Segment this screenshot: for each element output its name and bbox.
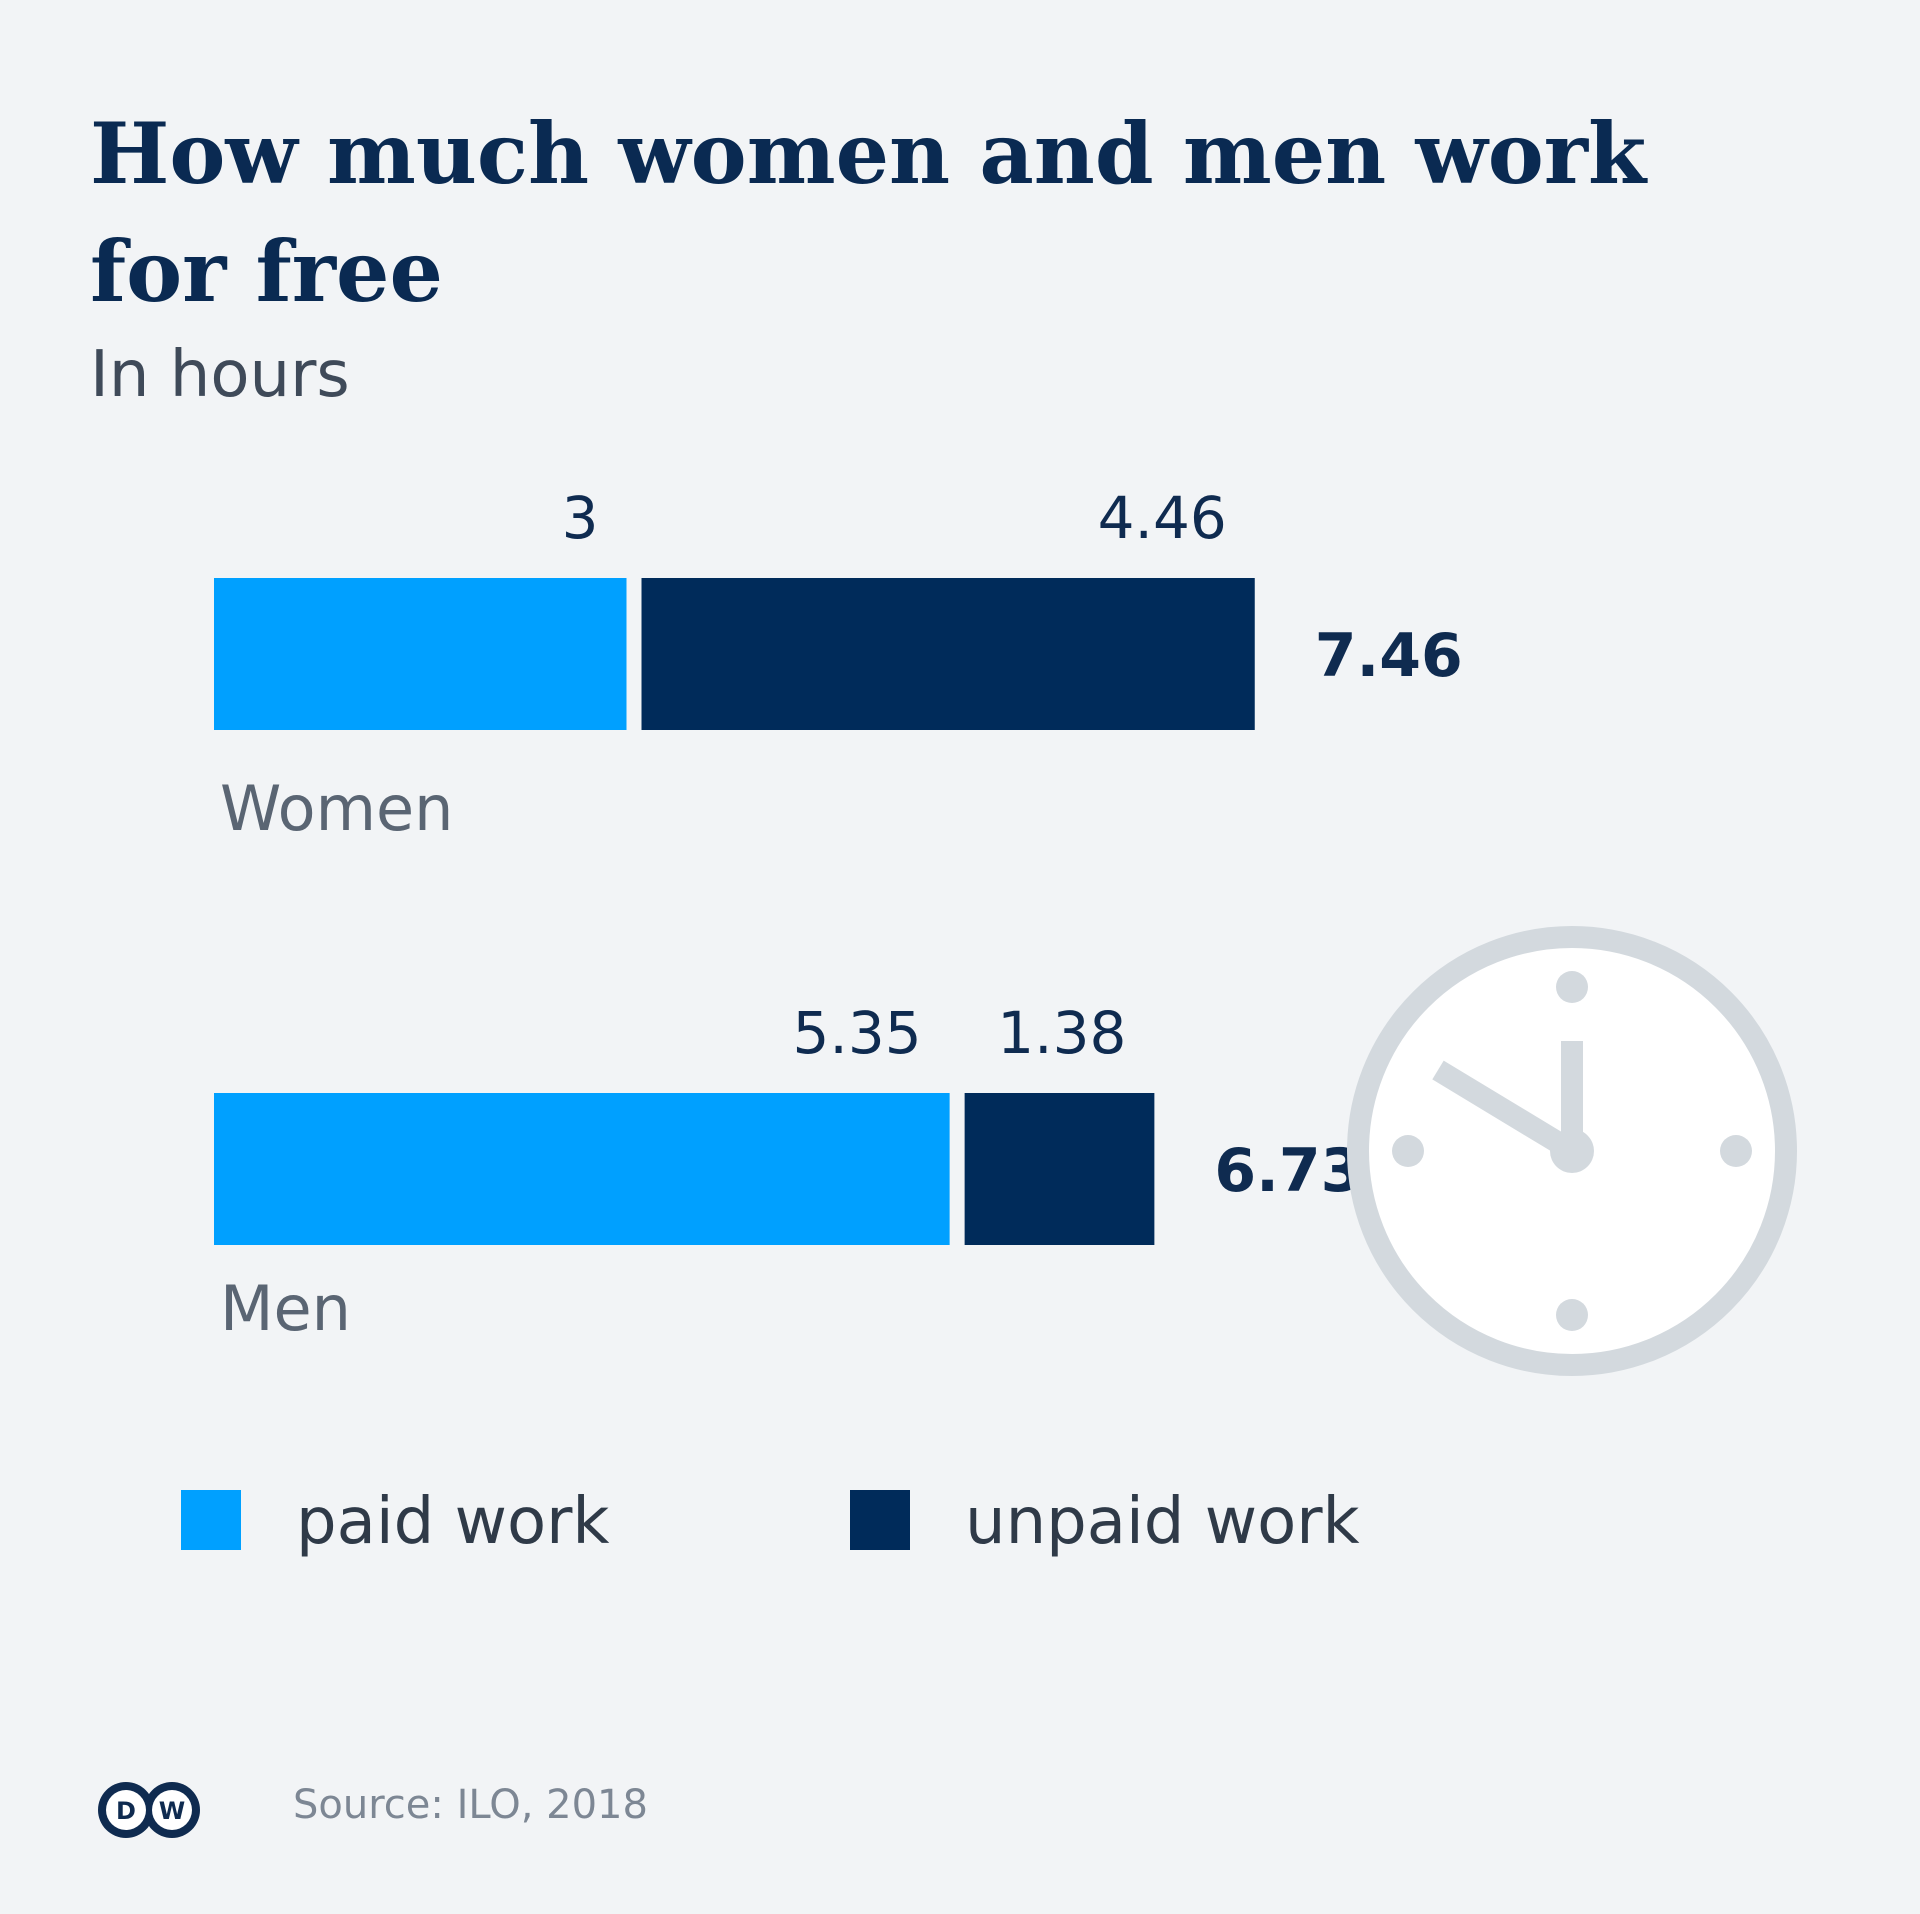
value-label-women-unpaid-work: 4.46 xyxy=(1098,484,1227,552)
bars-layer: 3 4.46 7.46 Women 5.35 1.38 6.73 Men xyxy=(214,484,1463,1345)
dw-logo: D W xyxy=(98,1782,200,1838)
legend: paid work unpaid work xyxy=(181,1485,1360,1559)
value-label-men-paid-work: 5.35 xyxy=(792,999,921,1067)
bar-men-paid-work xyxy=(214,1093,950,1245)
bar-men-unpaid-work xyxy=(964,1093,1155,1245)
legend-label-unpaid-work: unpaid work xyxy=(965,1485,1360,1559)
value-label-men-unpaid-work: 1.38 xyxy=(997,999,1126,1067)
category-label-women: Women xyxy=(220,772,453,845)
chart-subtitle: In hours xyxy=(90,338,350,412)
total-label-men: 6.73 xyxy=(1214,1136,1362,1206)
total-label-women: 7.46 xyxy=(1315,621,1463,691)
clock-icon xyxy=(1347,926,1797,1376)
legend-swatch-paid-work xyxy=(181,1490,241,1550)
value-label-women-paid-work: 3 xyxy=(562,484,599,552)
svg-text:W: W xyxy=(159,1797,185,1825)
legend-swatch-unpaid-work xyxy=(850,1490,910,1550)
category-label-men: Men xyxy=(220,1272,351,1345)
svg-text:D: D xyxy=(116,1797,136,1825)
bar-women-paid-work xyxy=(214,578,627,730)
legend-label-paid-work: paid work xyxy=(296,1485,609,1559)
chart-title: How much women and men work for free xyxy=(90,104,1647,321)
source-note: Source: ILO, 2018 xyxy=(293,1782,648,1828)
bar-women-unpaid-work xyxy=(641,578,1255,730)
